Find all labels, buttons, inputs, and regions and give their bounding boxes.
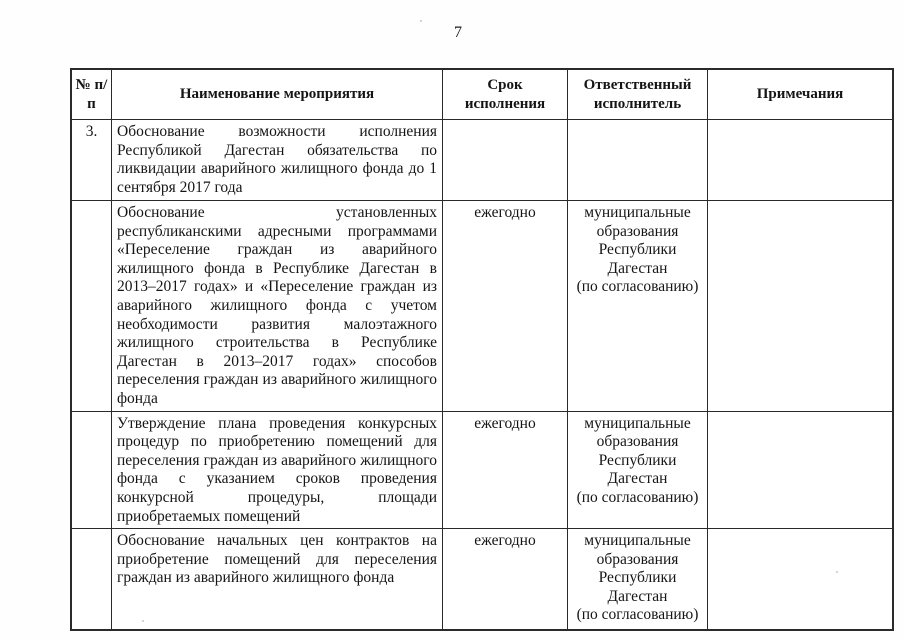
- cell-row-number: [70, 410, 112, 530]
- scan-speck: [836, 571, 838, 573]
- cell-row-number: [70, 528, 112, 631]
- cell-responsible-executor: муниципальные образования Республики Даг…: [567, 200, 708, 412]
- cell-responsible-executor: муниципальные образования Республики Даг…: [567, 410, 708, 530]
- header-row-number: № п/п: [70, 68, 112, 120]
- table-row: 3. Обоснование возможности исполнения Ре…: [70, 119, 894, 201]
- cell-activity-name: Обоснование установленных республикански…: [111, 200, 443, 412]
- table-header: № п/п Наименование мероприятия Срок испо…: [70, 68, 894, 120]
- cell-responsible-executor: муниципальные образования Республики Даг…: [567, 528, 708, 631]
- header-responsible-executor: Ответственный исполнитель: [567, 68, 708, 120]
- table-row: Обоснование установленных республикански…: [70, 200, 894, 412]
- cell-execution-term: [442, 119, 568, 201]
- header-activity-name: Наименование мероприятия: [111, 68, 443, 120]
- header-execution-term: Срок исполнения: [442, 68, 568, 120]
- table-row: Утверждение плана проведения конкурсных …: [70, 410, 894, 530]
- table-header-row: № п/п Наименование мероприятия Срок испо…: [70, 68, 894, 120]
- cell-notes: [707, 410, 894, 530]
- cell-activity-name: Обоснование начальных цен контрактов на …: [111, 528, 443, 631]
- cell-execution-term: ежегодно: [442, 200, 568, 412]
- cell-responsible-executor: [567, 119, 708, 201]
- table-body: 3. Обоснование возможности исполнения Ре…: [70, 119, 894, 631]
- cell-execution-term: ежегодно: [442, 528, 568, 631]
- cell-row-number: [70, 200, 112, 412]
- cell-execution-term: ежегодно: [442, 410, 568, 530]
- scan-speck: [142, 620, 144, 622]
- cell-notes: [707, 200, 894, 412]
- cell-activity-name: Обоснование возможности исполнения Респу…: [111, 119, 443, 201]
- cell-notes: [707, 119, 894, 201]
- cell-notes: [707, 528, 894, 631]
- cell-row-number: 3.: [70, 119, 112, 201]
- page-number: 7: [454, 24, 462, 41]
- scan-speck: [612, 596, 614, 598]
- activities-table: № п/п Наименование мероприятия Срок испо…: [70, 68, 894, 632]
- header-notes: Примечания: [707, 68, 894, 120]
- scan-speck: [420, 20, 422, 22]
- cell-activity-name: Утверждение плана проведения конкурсных …: [111, 410, 443, 530]
- table-row: Обоснование начальных цен контрактов на …: [70, 528, 894, 631]
